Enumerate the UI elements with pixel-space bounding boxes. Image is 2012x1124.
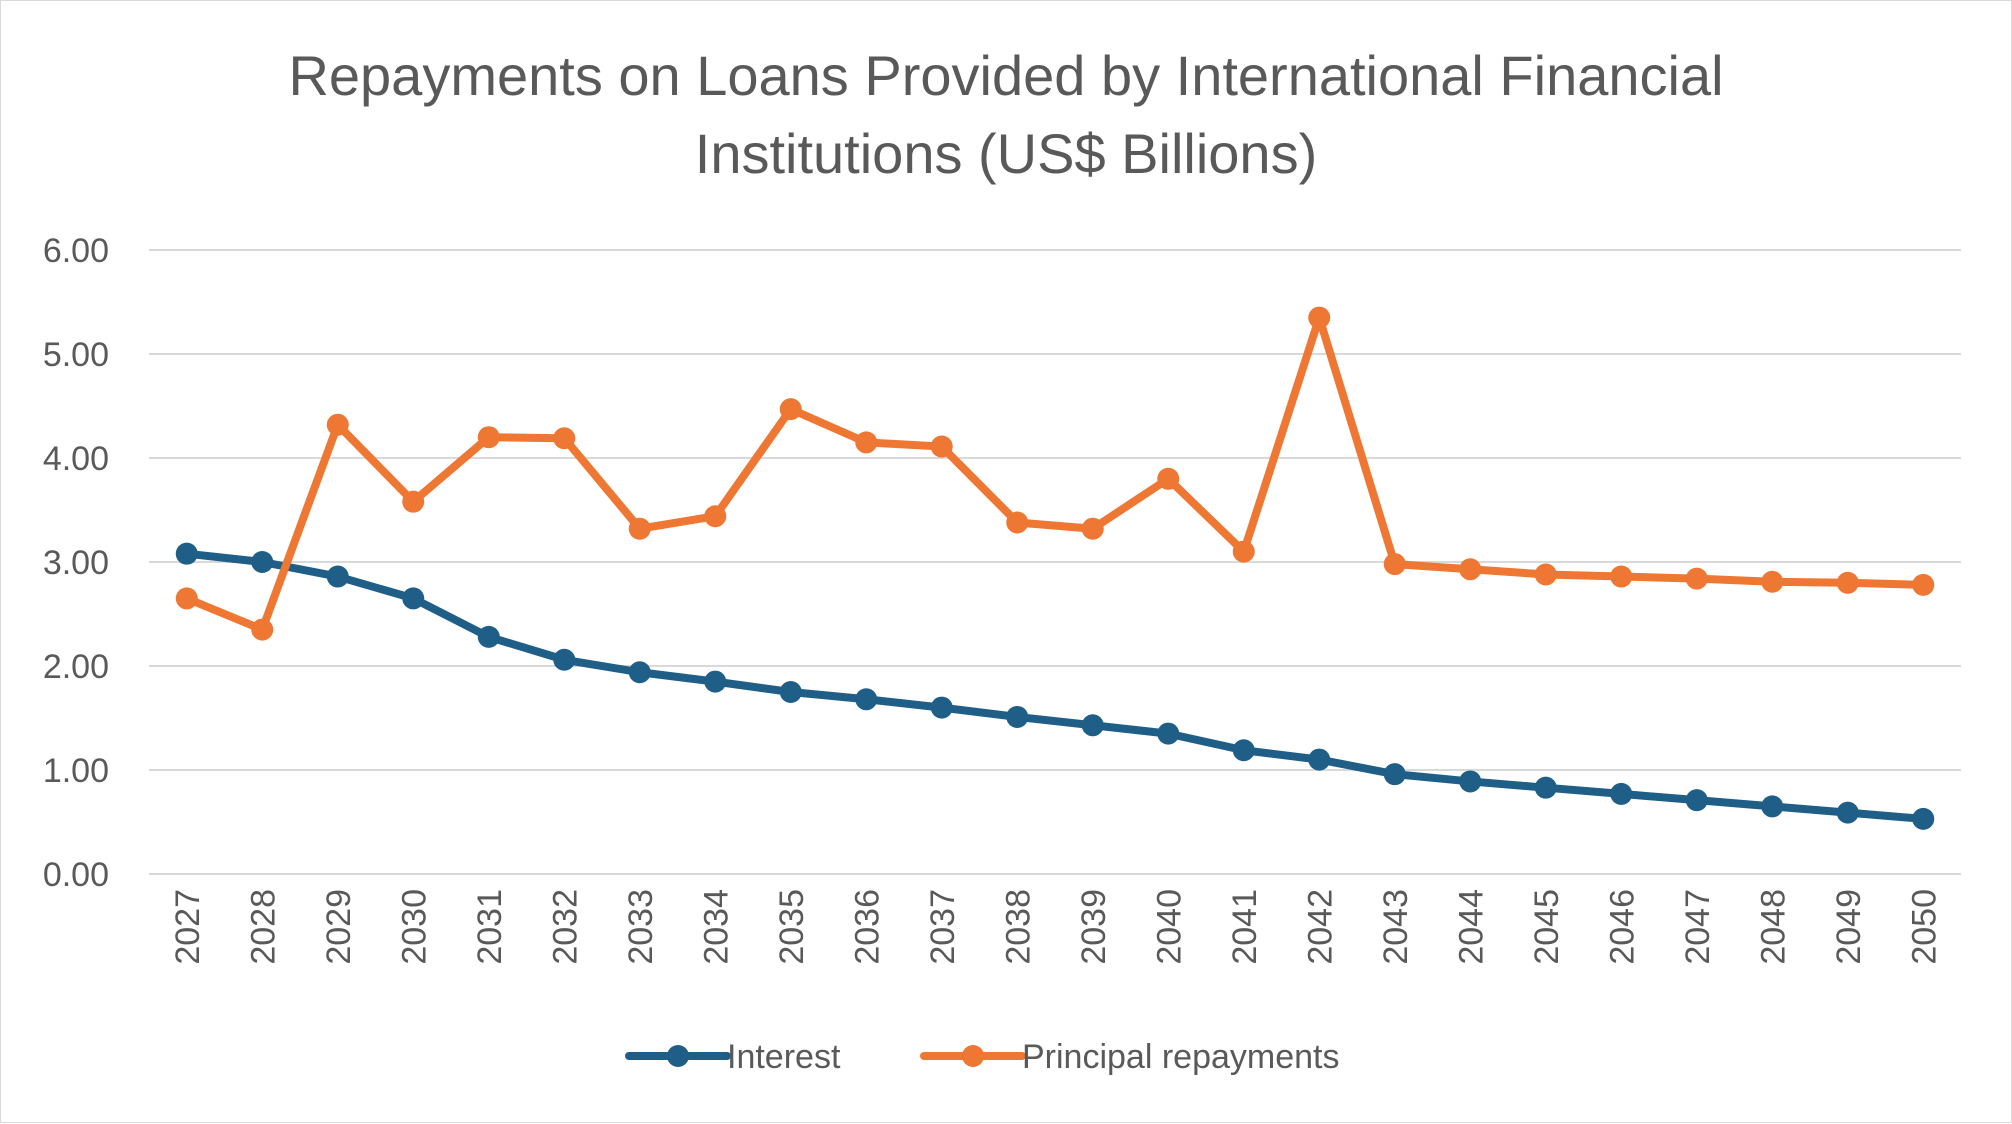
x-tick-label: 2040 [1150,889,1188,965]
series-line [182,313,1928,634]
x-tick-label: 2027 [169,889,207,965]
series-1 [175,542,1935,830]
gridlines [149,249,1961,875]
data-point [1308,306,1331,329]
data-point [402,587,425,610]
data-point [1081,517,1104,540]
legend: Interest Principal repayments [625,1038,1339,1076]
data-point [1006,705,1029,728]
data-point [251,551,274,573]
data-point [1081,714,1104,737]
x-tick-label: 2049 [1830,889,1868,965]
data-point [477,426,500,449]
y-tick-label: 4.00 [43,440,109,478]
x-tick-label: 2041 [1226,889,1264,965]
legend-swatch-marker [962,1045,984,1067]
x-tick-label: 2046 [1603,889,1641,965]
data-point [1157,722,1180,745]
x-tick-label: 2045 [1528,889,1566,965]
data-point [553,427,576,450]
data-point [1761,795,1784,818]
data-point [1459,770,1482,793]
x-tick-label: 2035 [773,889,811,965]
y-tick-label: 3.00 [43,544,109,582]
data-point [175,587,198,610]
y-axis-tick-labels: 0.00 1.00 2.00 3.00 4.00 5.00 6.00 [43,232,109,894]
x-tick-label: 2033 [622,889,660,965]
data-point [855,688,878,711]
x-tick-label: 2032 [546,889,584,965]
data-point [1534,563,1557,586]
x-tick-label: 2048 [1754,889,1792,965]
legend-entry: Principal repayments [920,1038,1339,1076]
data-point [1534,776,1557,799]
data-point [1836,571,1859,594]
data-point [1685,789,1708,812]
data-point [704,670,727,693]
x-tick-label: 2044 [1452,889,1490,965]
y-tick-label: 2.00 [43,648,109,686]
data-point [1232,540,1255,563]
data-point [326,413,349,436]
data-point [1383,553,1406,576]
x-tick-label: 2043 [1377,889,1415,965]
legend-label: Principal repayments [1022,1038,1339,1076]
data-point [553,648,576,671]
data-point [175,542,198,565]
data-point [1308,748,1331,771]
data-point [1006,511,1029,534]
y-tick-label: 1.00 [43,752,109,790]
x-tick-label: 2034 [697,889,735,965]
data-point [1610,782,1633,805]
x-tick-label: 2042 [1301,889,1339,965]
x-tick-label: 2036 [848,889,886,965]
x-tick-label: 2047 [1679,889,1717,965]
data-point [326,565,349,588]
series-2 [175,306,1935,641]
data-point [1383,763,1406,786]
data-point [930,435,953,458]
x-tick-label: 2050 [1905,889,1943,965]
data-point [251,618,274,641]
data-point [477,625,500,648]
x-tick-label: 2039 [1075,889,1113,965]
x-tick-label: 2029 [320,889,358,965]
data-point [704,505,727,528]
legend-label: Interest [727,1038,841,1076]
data-point [402,490,425,513]
data-point [1836,801,1859,824]
chart-title-line-1: Repayments on Loans Provided by Internat… [288,44,1723,107]
data-point [1459,558,1482,581]
legend-swatch-marker [667,1045,689,1067]
data-point [1232,739,1255,762]
data-point [1761,570,1784,593]
data-point [1685,567,1708,590]
series-lines [175,306,1935,830]
x-axis-tick-labels: 2027 2028 2029 2030 2031 2032 2033 2034 2035 2036… [169,889,1944,965]
series-line [182,549,1928,823]
data-point [1912,807,1935,830]
data-point [628,661,651,684]
data-point [779,681,802,703]
data-point [855,431,878,454]
x-tick-label: 2030 [395,889,433,965]
data-point [1157,467,1180,490]
x-tick-label: 2028 [244,889,282,965]
legend-entry: Interest [625,1038,841,1076]
y-tick-label: 0.00 [43,856,109,894]
data-point [779,398,802,421]
x-tick-label: 2037 [924,889,962,965]
x-tick-label: 2031 [471,889,509,965]
y-tick-label: 5.00 [43,336,109,374]
data-point [930,696,953,719]
data-point [1610,565,1633,588]
y-tick-label: 6.00 [43,232,109,270]
data-point [628,517,651,540]
data-point [1912,573,1935,596]
chart-title-line-2: Institutions (US$ Billions) [695,122,1317,185]
x-tick-label: 2038 [999,889,1037,965]
